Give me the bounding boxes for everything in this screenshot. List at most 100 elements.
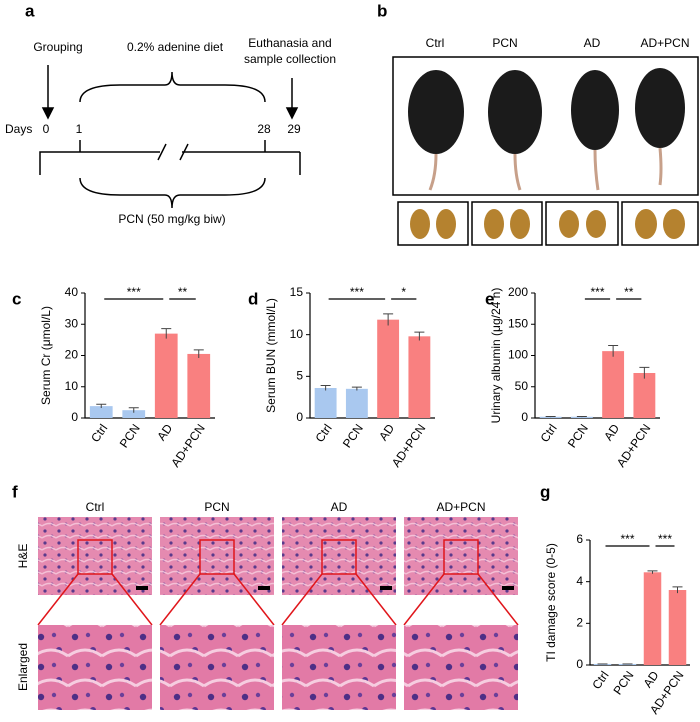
panel-label: d	[248, 289, 258, 308]
error-bar	[161, 328, 172, 339]
x-tick-label: AD	[376, 421, 397, 443]
y-tick-label: 10	[65, 379, 79, 393]
group-label: AD+PCN	[640, 36, 689, 50]
days-label: Days	[5, 122, 32, 136]
bar	[618, 663, 637, 665]
x-tick-label: Ctrl	[313, 422, 335, 445]
y-tick-label: 0	[576, 657, 583, 671]
y-axis-title: TI damage score (0-5)	[544, 543, 558, 662]
y-tick-label: 2	[576, 616, 583, 630]
y-tick-label: 150	[508, 316, 528, 330]
significance-label: ***	[620, 532, 634, 546]
group-label: AD	[331, 500, 348, 514]
error-bar	[351, 386, 362, 391]
x-tick-label: PCN	[611, 669, 637, 698]
bar	[570, 416, 593, 418]
error-bar	[383, 313, 394, 326]
zoom-line	[477, 573, 519, 626]
significance-label: ***	[127, 285, 141, 299]
bar	[377, 319, 400, 418]
error-bar	[96, 403, 107, 408]
enlarged-image	[38, 625, 152, 710]
panel-label: f	[12, 482, 18, 501]
y-axis-title: Serum BUN (mmol/L)	[264, 298, 278, 413]
panel-label: e	[485, 289, 494, 308]
bar	[122, 410, 146, 418]
group-label: PCN	[204, 500, 229, 514]
histology-image	[160, 517, 274, 595]
zoom-box	[321, 539, 357, 575]
panel-label: g	[540, 482, 550, 501]
bar	[668, 590, 687, 665]
group-label: Ctrl	[86, 500, 105, 514]
x-tick-label: Ctrl	[589, 669, 611, 692]
zoom-line	[37, 573, 79, 626]
day-label: 29	[287, 122, 301, 136]
x-tick-label: PCN	[340, 422, 366, 451]
event-label: 0.2% adenine diet	[127, 40, 224, 54]
x-tick-label: PCN	[117, 422, 143, 451]
group-label: Ctrl	[426, 36, 445, 50]
significance-label: **	[178, 285, 188, 299]
error-bar	[608, 345, 619, 357]
y-tick-label: 30	[65, 316, 79, 330]
y-tick-label: 40	[65, 285, 79, 299]
row-label: Enlarged	[16, 643, 30, 691]
significance-label: ***	[350, 285, 364, 299]
y-tick-label: 6	[576, 532, 583, 546]
bar	[539, 416, 562, 418]
x-tick-label: Ctrl	[538, 422, 560, 445]
histology-image	[282, 517, 396, 595]
timeline-graphics	[39, 65, 301, 209]
zoom-box	[199, 539, 235, 575]
y-tick-label: 50	[515, 379, 529, 393]
day-label: 1	[76, 122, 83, 136]
zoom-line	[355, 573, 397, 626]
histology-image	[404, 517, 518, 595]
enlarged-image	[160, 625, 274, 710]
error-bar	[672, 586, 683, 594]
y-tick-label: 100	[508, 348, 528, 362]
y-axis-title: Serum Cr (μmol/L)	[39, 306, 53, 405]
error-bar	[128, 407, 139, 413]
bar	[408, 336, 431, 418]
x-tick-label: AD	[154, 421, 175, 443]
y-tick-label: 0	[521, 410, 528, 424]
histology-image	[38, 517, 152, 595]
error-bar	[647, 570, 658, 574]
panel-label: b	[377, 1, 387, 20]
error-bar	[639, 366, 650, 379]
enlarged-image	[282, 625, 396, 710]
x-tick-label: Ctrl	[88, 422, 110, 445]
y-tick-label: 0	[296, 410, 303, 424]
scale-bar	[136, 586, 148, 590]
bar	[593, 663, 612, 665]
error-bar	[545, 415, 556, 418]
mouse-photo	[392, 56, 699, 196]
group-label: AD	[584, 36, 601, 50]
significance-label: **	[624, 285, 634, 299]
y-tick-label: 15	[290, 285, 304, 299]
y-tick-label: 200	[508, 285, 528, 299]
significance-label: *	[401, 285, 406, 299]
y-tick-label: 10	[290, 327, 304, 341]
bar	[602, 351, 625, 418]
scale-bar	[502, 586, 514, 590]
enlarged-image	[404, 625, 518, 710]
zoom-line	[111, 573, 153, 626]
event-label: Euthanasia and	[248, 36, 331, 50]
error-bar	[414, 331, 425, 341]
row-label: H&E	[16, 544, 30, 569]
zoom-box	[77, 539, 113, 575]
significance-label: ***	[658, 532, 672, 546]
x-tick-label: PCN	[565, 422, 591, 451]
bar	[345, 388, 368, 418]
x-tick-label: AD+PCN	[168, 422, 208, 470]
scale-bar	[380, 586, 392, 590]
zoom-line	[159, 573, 201, 626]
bar	[187, 353, 211, 418]
group-label: AD+PCN	[436, 500, 485, 514]
panel-label: c	[12, 289, 21, 308]
day-label: 0	[43, 122, 50, 136]
bar	[154, 333, 178, 418]
